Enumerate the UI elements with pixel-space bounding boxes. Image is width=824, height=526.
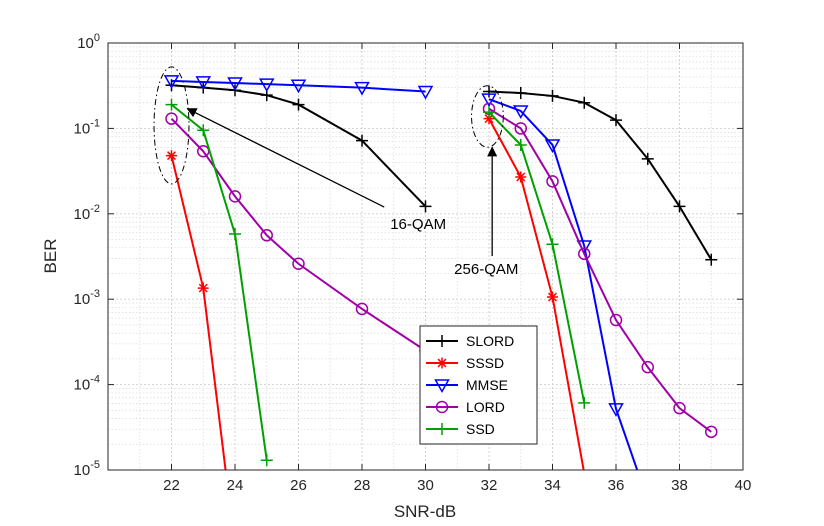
data-point-lord bbox=[292, 257, 305, 271]
data-point-mmse bbox=[512, 105, 529, 119]
data-point-slord bbox=[705, 253, 718, 266]
data-point-lord bbox=[641, 360, 654, 374]
data-point-lord bbox=[546, 175, 559, 188]
legend-marker bbox=[435, 400, 449, 414]
data-point-sssd bbox=[515, 171, 527, 183]
data-point-ssd bbox=[197, 124, 210, 137]
data-point-mmse bbox=[481, 93, 497, 108]
data-point-lord bbox=[609, 313, 623, 327]
legend-label: MMSE bbox=[466, 377, 508, 393]
data-point-slord bbox=[610, 114, 622, 127]
annotation-label: 16-QAM bbox=[390, 216, 446, 233]
series-line-lord bbox=[488, 107, 712, 433]
legend: SLORD SSSD MMSE LORD SSD bbox=[419, 325, 538, 445]
data-point-slord bbox=[419, 200, 432, 213]
data-point-slord bbox=[356, 134, 368, 147]
x-tick-label: 34 bbox=[544, 477, 561, 494]
legend-marker bbox=[434, 379, 450, 394]
y-axis-title: BER bbox=[41, 239, 60, 274]
x-tick-label: 24 bbox=[227, 477, 244, 494]
data-point-sssd bbox=[483, 113, 495, 125]
legend-label: SSSD bbox=[466, 355, 504, 371]
series-layer bbox=[163, 75, 718, 470]
data-point-slord bbox=[292, 98, 305, 111]
data-point-mmse bbox=[608, 403, 624, 417]
legend-label: SSD bbox=[466, 421, 495, 437]
legend-label: SLORD bbox=[466, 333, 514, 349]
data-point-slord bbox=[673, 200, 686, 213]
data-point-slord bbox=[483, 85, 495, 98]
data-point-mmse bbox=[417, 85, 434, 100]
data-point-ssd bbox=[229, 228, 241, 241]
x-axis-title: SNR-dB bbox=[394, 502, 456, 521]
data-point-ssd bbox=[165, 98, 178, 111]
data-point-ssd bbox=[546, 238, 559, 251]
data-point-mmse bbox=[354, 81, 370, 96]
y-tick-label: 10-5 bbox=[74, 459, 100, 479]
data-point-lord bbox=[228, 190, 242, 203]
data-point-sssd bbox=[197, 282, 209, 294]
data-point-ssd bbox=[483, 106, 495, 119]
data-point-ssd bbox=[578, 396, 591, 409]
data-point-sssd bbox=[547, 291, 558, 303]
series-line-sssd bbox=[488, 118, 585, 470]
data-point-lord bbox=[514, 122, 527, 135]
data-point-sssd bbox=[166, 150, 177, 162]
data-point-mmse bbox=[544, 139, 561, 153]
annotation-arrow bbox=[186, 108, 385, 208]
data-point-mmse bbox=[258, 78, 275, 93]
data-point-ssd bbox=[260, 454, 273, 467]
x-tick-label: 40 bbox=[735, 477, 752, 494]
data-point-mmse bbox=[195, 76, 212, 90]
data-point-slord bbox=[578, 96, 591, 109]
data-point-mmse bbox=[163, 75, 180, 89]
legend-marker bbox=[436, 423, 448, 435]
data-point-mmse bbox=[290, 79, 307, 94]
y-tick-label: 10-1 bbox=[74, 117, 100, 137]
data-point-ssd bbox=[514, 138, 527, 151]
y-axis: 100 10-1 10-2 10-3 10-4 10-5 bbox=[74, 32, 743, 479]
data-point-slord bbox=[546, 89, 559, 102]
legend-label: LORD bbox=[466, 399, 505, 415]
x-tick-label: 38 bbox=[671, 477, 688, 494]
y-tick-label: 100 bbox=[77, 32, 100, 52]
data-point-lord bbox=[355, 302, 369, 316]
x-tick-label: 26 bbox=[290, 477, 307, 494]
y-tick-label: 10-4 bbox=[74, 374, 100, 394]
series-line-mmse bbox=[171, 79, 426, 93]
annotation-label: 256-QAM bbox=[454, 261, 518, 278]
data-point-lord bbox=[578, 247, 591, 261]
y-tick-label: 10-3 bbox=[74, 288, 100, 308]
legend-marker bbox=[436, 357, 448, 369]
legend-marker bbox=[436, 335, 448, 347]
y-tick-label: 10-2 bbox=[74, 203, 100, 223]
series-line-ssd bbox=[488, 111, 586, 404]
data-point-lord bbox=[673, 401, 686, 415]
x-tick-label: 30 bbox=[417, 477, 434, 494]
series-line-lord bbox=[170, 117, 427, 352]
annotation-layer: 16-QAM 256-QAM bbox=[153, 66, 518, 278]
data-point-slord bbox=[514, 86, 527, 99]
x-tick-label: 28 bbox=[354, 477, 371, 494]
data-point-lord bbox=[260, 229, 273, 242]
data-point-lord bbox=[165, 112, 178, 125]
series-line-ssd bbox=[170, 103, 268, 461]
data-point-slord bbox=[641, 152, 654, 165]
x-tick-label: 36 bbox=[608, 477, 625, 494]
x-axis: 22 24 26 28 30 32 34 36 38 40 bbox=[163, 43, 751, 494]
x-tick-label: 32 bbox=[481, 477, 498, 494]
x-tick-label: 22 bbox=[163, 477, 180, 494]
data-point-lord bbox=[705, 425, 718, 439]
data-point-mmse bbox=[227, 77, 243, 92]
annotation-ellipse bbox=[153, 66, 190, 185]
